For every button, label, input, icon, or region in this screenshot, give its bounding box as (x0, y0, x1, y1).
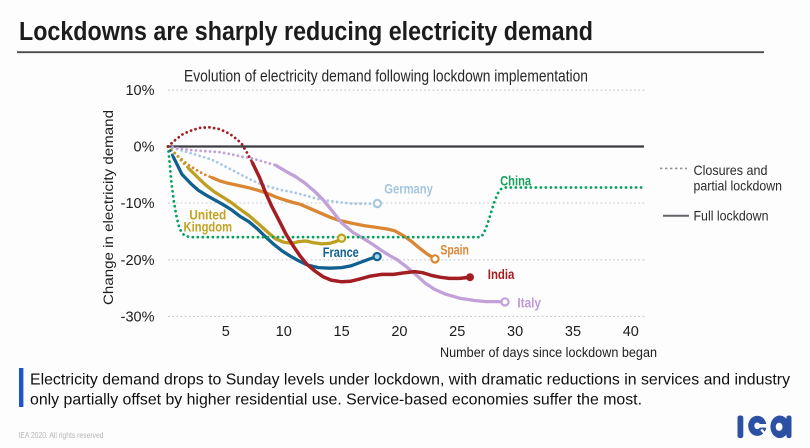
svg-text:0%: 0% (134, 140, 155, 156)
svg-text:25: 25 (449, 324, 465, 340)
svg-text:China: China (500, 173, 531, 188)
svg-text:35: 35 (565, 324, 581, 340)
svg-text:30: 30 (507, 324, 523, 340)
svg-text:Spain: Spain (440, 242, 469, 257)
svg-text:only partially offset by highe: only partially offset by higher resident… (30, 391, 642, 408)
svg-text:-30%: -30% (121, 309, 155, 325)
svg-text:10: 10 (276, 324, 292, 340)
svg-text:20: 20 (391, 324, 407, 340)
svg-text:-10%: -10% (121, 196, 155, 212)
svg-text:Change in electricity demand: Change in electricity demand (101, 110, 116, 305)
svg-text:5: 5 (222, 324, 230, 340)
svg-text:partial lockdown: partial lockdown (694, 178, 783, 194)
svg-text:IEA 2020. All rights reserved: IEA 2020. All rights reserved (19, 431, 104, 440)
svg-text:10%: 10% (125, 83, 154, 99)
svg-text:Evolution of electricity deman: Evolution of electricity demand followin… (184, 68, 588, 86)
svg-text:15: 15 (334, 324, 350, 340)
svg-text:Closures and: Closures and (694, 162, 768, 178)
svg-text:Germany: Germany (384, 182, 433, 197)
svg-text:Lockdowns are sharply reducing: Lockdowns are sharply reducing electrici… (19, 18, 593, 46)
svg-text:Full lockdown: Full lockdown (694, 208, 769, 224)
svg-text:-20%: -20% (121, 253, 155, 269)
svg-text:India: India (488, 267, 515, 282)
svg-text:Kingdom: Kingdom (184, 220, 233, 235)
svg-text:Electricity demand drops to Su: Electricity demand drops to Sunday level… (30, 372, 790, 389)
svg-text:Italy: Italy (517, 296, 541, 311)
svg-text:Number of days since lockdown: Number of days since lockdown began (440, 345, 657, 360)
svg-text:40: 40 (623, 324, 639, 340)
svg-text:United: United (189, 208, 226, 223)
svg-text:France: France (323, 245, 359, 260)
